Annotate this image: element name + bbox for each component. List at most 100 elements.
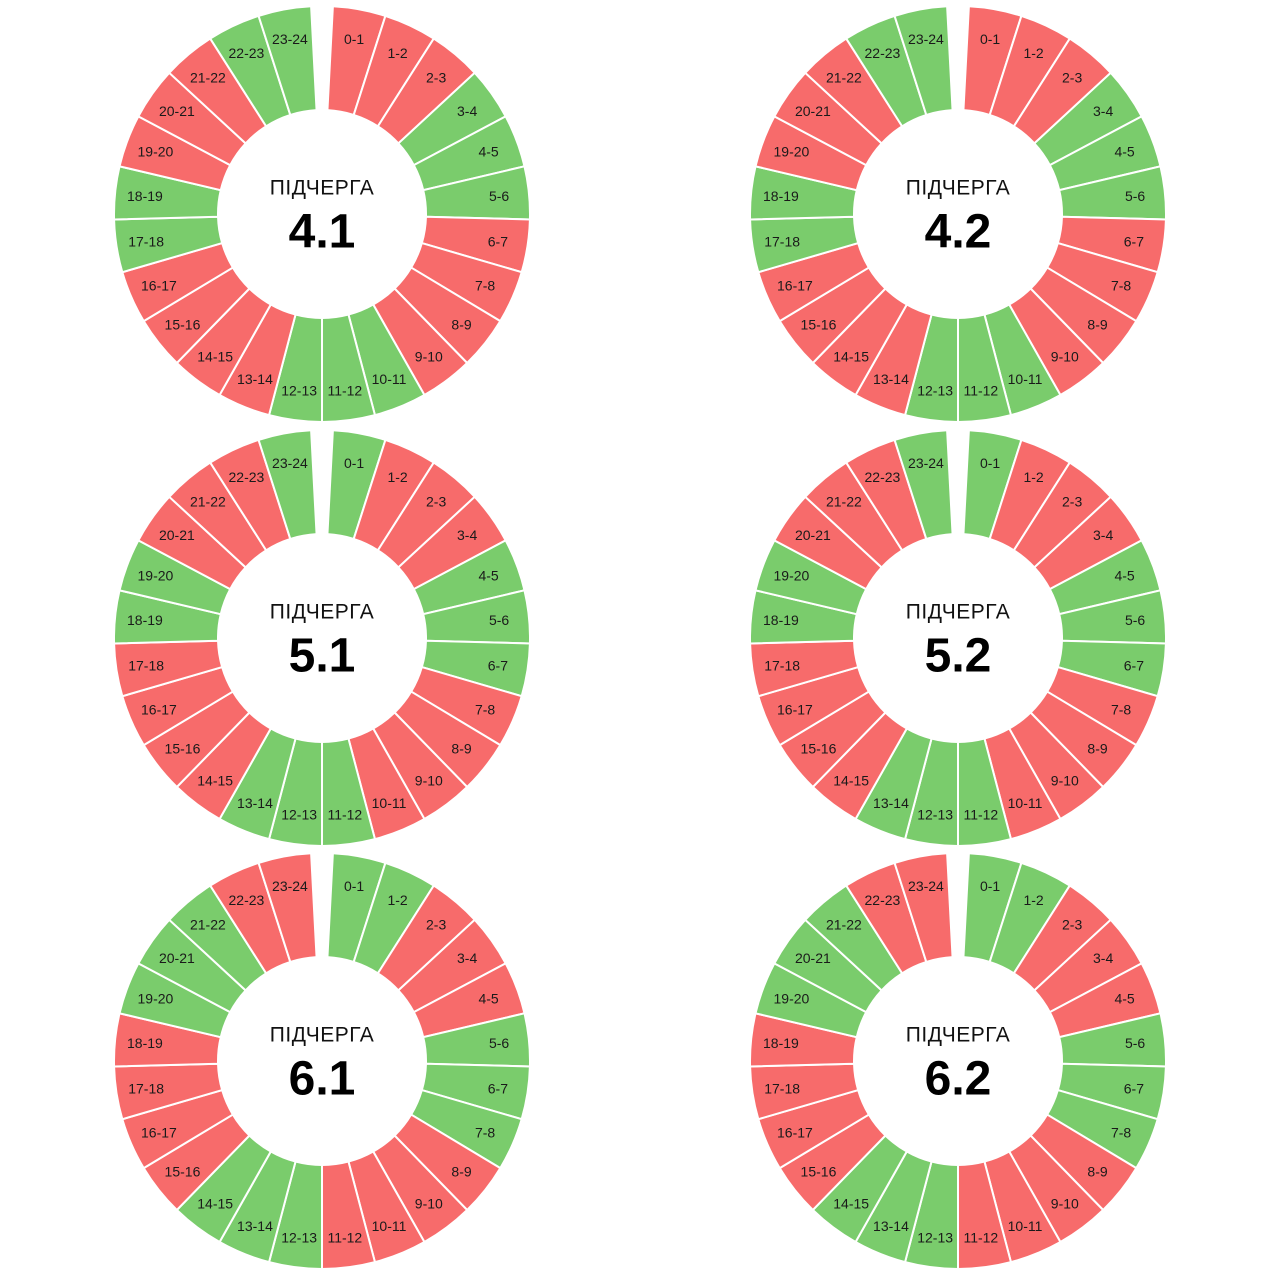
hour-segment-23-24 bbox=[893, 429, 954, 541]
hour-label-21-22: 21-22 bbox=[190, 493, 226, 509]
center-caption: ПІДЧЕРГА bbox=[906, 177, 1010, 200]
hour-label-14-15: 14-15 bbox=[197, 1195, 233, 1211]
donut-chart-4-2: 0-1 1-2 2-3 3-4 4-5 5-6 6-7 7-8 8-9 9-10 10-11 11-1… bbox=[749, 5, 1167, 424]
hour-label-3-4: 3-4 bbox=[457, 103, 477, 119]
hour-label-8-9: 8-9 bbox=[1087, 317, 1107, 333]
hour-label-21-22: 21-22 bbox=[826, 916, 862, 932]
hour-label-16-17: 16-17 bbox=[141, 277, 177, 293]
hour-label-12-13: 12-13 bbox=[281, 1230, 317, 1246]
hour-label-3-4: 3-4 bbox=[457, 950, 477, 966]
hour-label-18-19: 18-19 bbox=[127, 1035, 163, 1051]
hour-label-4-5: 4-5 bbox=[1114, 567, 1134, 583]
hour-label-11-12: 11-12 bbox=[963, 383, 998, 399]
hour-label-13-14: 13-14 bbox=[873, 1218, 909, 1234]
hour-segment-23-24 bbox=[893, 852, 954, 964]
hour-label-23-24: 23-24 bbox=[272, 455, 308, 471]
hour-label-18-19: 18-19 bbox=[763, 1035, 799, 1051]
hour-label-3-4: 3-4 bbox=[1093, 527, 1113, 543]
hour-label-1-2: 1-2 bbox=[1023, 892, 1043, 908]
hour-label-11-12: 11-12 bbox=[327, 807, 362, 823]
hour-label-2-3: 2-3 bbox=[426, 69, 446, 85]
hour-label-8-9: 8-9 bbox=[451, 1164, 471, 1180]
hour-label-9-10: 9-10 bbox=[1051, 1195, 1079, 1211]
hour-label-6-7: 6-7 bbox=[1124, 1080, 1144, 1096]
hour-label-23-24: 23-24 bbox=[908, 31, 944, 47]
hour-label-23-24: 23-24 bbox=[908, 455, 944, 471]
hour-label-0-1: 0-1 bbox=[980, 31, 1000, 47]
center-number: 4.1 bbox=[289, 206, 356, 259]
hour-label-0-1: 0-1 bbox=[344, 31, 364, 47]
hour-label-13-14: 13-14 bbox=[237, 795, 273, 811]
hour-label-15-16: 15-16 bbox=[165, 317, 201, 333]
hour-label-19-20: 19-20 bbox=[774, 567, 810, 583]
hour-label-22-23: 22-23 bbox=[865, 469, 901, 485]
hour-label-21-22: 21-22 bbox=[826, 69, 862, 85]
hour-label-18-19: 18-19 bbox=[127, 188, 163, 204]
hour-label-16-17: 16-17 bbox=[777, 1124, 813, 1140]
hour-label-17-18: 17-18 bbox=[764, 1080, 800, 1096]
hour-label-23-24: 23-24 bbox=[272, 31, 308, 47]
hour-label-2-3: 2-3 bbox=[426, 493, 446, 509]
hour-label-8-9: 8-9 bbox=[451, 317, 471, 333]
hour-label-5-6: 5-6 bbox=[489, 1035, 509, 1051]
hour-label-15-16: 15-16 bbox=[801, 1164, 837, 1180]
hour-label-13-14: 13-14 bbox=[873, 371, 909, 387]
hour-label-15-16: 15-16 bbox=[801, 317, 837, 333]
hour-label-3-4: 3-4 bbox=[457, 527, 477, 543]
hour-label-1-2: 1-2 bbox=[387, 469, 407, 485]
hour-label-16-17: 16-17 bbox=[777, 277, 813, 293]
hour-label-21-22: 21-22 bbox=[190, 69, 226, 85]
hour-label-16-17: 16-17 bbox=[141, 701, 177, 717]
hour-label-22-23: 22-23 bbox=[865, 45, 901, 61]
donut-chart-4-1: 0-1 1-2 2-3 3-4 4-5 5-6 6-7 7-8 8-9 9-10 10-11 11-1… bbox=[113, 5, 531, 424]
hour-label-12-13: 12-13 bbox=[917, 1230, 953, 1246]
hour-label-5-6: 5-6 bbox=[1125, 612, 1145, 628]
hour-label-20-21: 20-21 bbox=[159, 103, 195, 119]
hour-label-20-21: 20-21 bbox=[795, 103, 831, 119]
hour-label-14-15: 14-15 bbox=[833, 1195, 869, 1211]
hour-label-2-3: 2-3 bbox=[426, 916, 446, 932]
hour-label-12-13: 12-13 bbox=[917, 383, 953, 399]
donut-chart-5-2: 0-1 1-2 2-3 3-4 4-5 5-6 6-7 7-8 8-9 9-10 10-11 11-1… bbox=[749, 429, 1167, 848]
hour-label-7-8: 7-8 bbox=[475, 701, 495, 717]
donut-chart-6-2: 0-1 1-2 2-3 3-4 4-5 5-6 6-7 7-8 8-9 9-10 10-11 11-1… bbox=[749, 852, 1167, 1271]
hour-label-8-9: 8-9 bbox=[1087, 741, 1107, 757]
hour-label-6-7: 6-7 bbox=[488, 233, 508, 249]
center-caption: ПІДЧЕРГА bbox=[270, 177, 374, 200]
hour-label-20-21: 20-21 bbox=[795, 950, 831, 966]
hour-label-14-15: 14-15 bbox=[197, 348, 233, 364]
hour-label-4-5: 4-5 bbox=[1114, 990, 1134, 1006]
hour-label-17-18: 17-18 bbox=[764, 233, 800, 249]
hour-label-20-21: 20-21 bbox=[795, 527, 831, 543]
hour-label-0-1: 0-1 bbox=[980, 455, 1000, 471]
hour-label-5-6: 5-6 bbox=[489, 188, 509, 204]
hour-label-15-16: 15-16 bbox=[165, 741, 201, 757]
hour-label-4-5: 4-5 bbox=[478, 143, 498, 159]
hour-segment-23-24 bbox=[893, 5, 954, 117]
hour-label-11-12: 11-12 bbox=[963, 807, 998, 823]
center-number: 4.2 bbox=[925, 206, 992, 259]
center-number: 5.1 bbox=[289, 630, 356, 683]
hour-label-11-12: 11-12 bbox=[327, 383, 362, 399]
hour-label-13-14: 13-14 bbox=[237, 1218, 273, 1234]
hour-label-12-13: 12-13 bbox=[917, 807, 953, 823]
hour-label-4-5: 4-5 bbox=[478, 990, 498, 1006]
center-caption: ПІДЧЕРГА bbox=[270, 1024, 374, 1047]
hour-label-23-24: 23-24 bbox=[908, 878, 944, 894]
hour-label-12-13: 12-13 bbox=[281, 807, 317, 823]
hour-label-1-2: 1-2 bbox=[387, 892, 407, 908]
hour-label-19-20: 19-20 bbox=[138, 990, 174, 1006]
hour-label-2-3: 2-3 bbox=[1062, 916, 1082, 932]
hour-label-17-18: 17-18 bbox=[128, 233, 164, 249]
hour-label-1-2: 1-2 bbox=[387, 45, 407, 61]
hour-label-17-18: 17-18 bbox=[128, 657, 164, 673]
hour-label-7-8: 7-8 bbox=[1111, 277, 1131, 293]
center-caption: ПІДЧЕРГА bbox=[906, 601, 1010, 624]
hour-label-5-6: 5-6 bbox=[1125, 188, 1145, 204]
hour-label-22-23: 22-23 bbox=[865, 892, 901, 908]
hour-label-19-20: 19-20 bbox=[774, 143, 810, 159]
hour-label-14-15: 14-15 bbox=[197, 772, 233, 788]
hour-segment-23-24 bbox=[257, 5, 318, 117]
hour-label-1-2: 1-2 bbox=[1023, 469, 1043, 485]
hour-label-10-11: 10-11 bbox=[372, 371, 407, 387]
